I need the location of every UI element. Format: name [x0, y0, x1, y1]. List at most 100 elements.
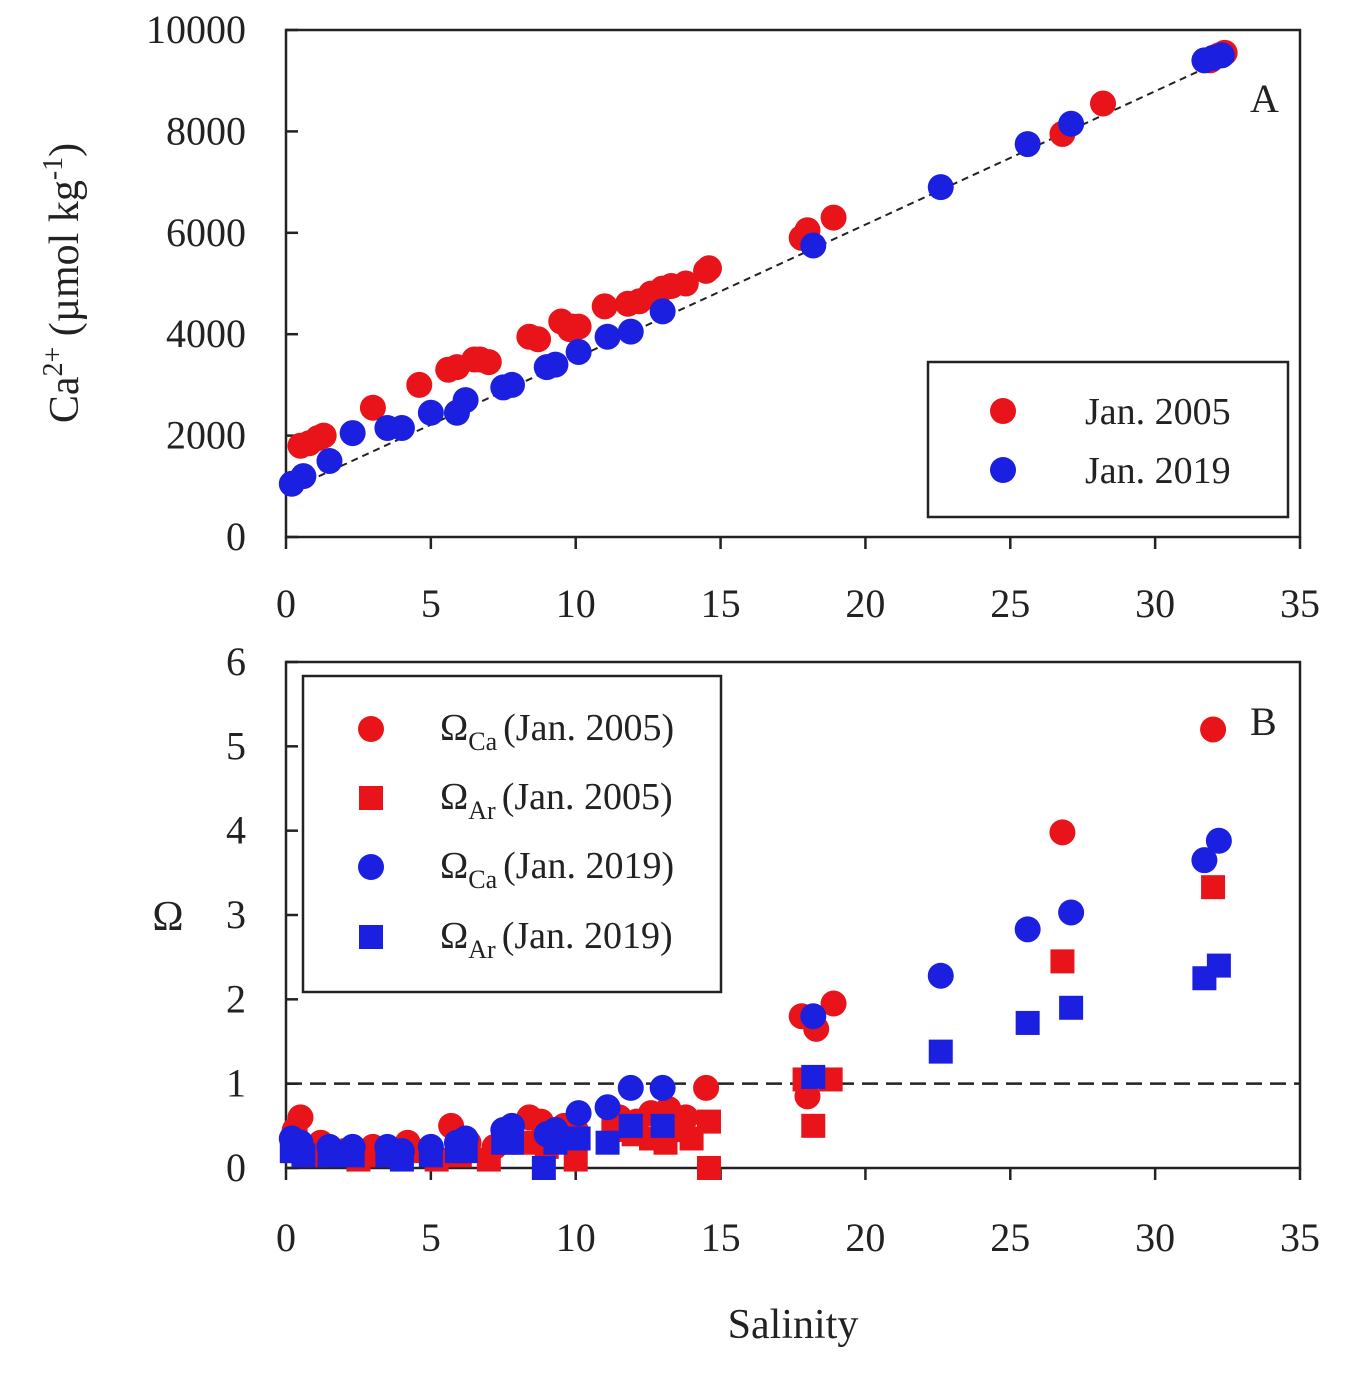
panel-b-y-tick-label: 3: [226, 892, 246, 937]
panel-b-point-series-1: [563, 1147, 588, 1172]
panel-a-point-series-0: [406, 371, 433, 398]
panel-b-point-series-3: [453, 1139, 478, 1164]
panel-a-x-tick-label: 35: [1280, 581, 1320, 626]
panel-b-y-ticks: 0 1 2 3 4 5 6: [226, 639, 298, 1190]
panel-b-point-series-3: [1059, 995, 1084, 1020]
legend-sub-ar-2005: Ar: [468, 796, 496, 825]
panel-a-point-series-0: [820, 204, 847, 231]
legend-marker-jan-2019: [990, 457, 1016, 483]
panel-b-x-tick-label: 35: [1280, 1215, 1320, 1260]
panel-b-y-tick-label: 1: [226, 1061, 246, 1106]
y-title-end: ): [42, 143, 88, 157]
legend-period-ar-2019: (Jan. 2019): [502, 915, 673, 957]
panel-b-x-tick-label: 10: [556, 1215, 596, 1260]
panel-b-point-series-2: [1191, 847, 1218, 874]
panel-b-point-series-1: [696, 1109, 721, 1134]
panel-b-point-series-2: [1058, 899, 1085, 926]
panel-b-point-series-0: [820, 990, 847, 1017]
panel-a-point-series-1: [1014, 131, 1041, 158]
panel-b-point-series-3: [418, 1143, 443, 1168]
panel-b-x-tick-label: 30: [1135, 1215, 1175, 1260]
panel-a-y-tick-label: 6000: [166, 210, 246, 255]
panel-a-point-series-0: [359, 394, 386, 421]
panel-a-point-series-0: [310, 422, 337, 449]
panel-b-point-series-3: [1206, 953, 1231, 978]
panel-b-y-tick-label: 0: [226, 1145, 246, 1190]
y-title-sup2: -1: [38, 157, 69, 180]
legend-label-omega-ca-2019: ΩCa (Jan. 2019): [440, 845, 674, 894]
panel-a-point-series-1: [339, 420, 366, 447]
omega-symbol: Ω: [440, 776, 468, 818]
panel-a-y-tick-label: 8000: [166, 108, 246, 153]
panel-b-point-series-3: [317, 1143, 342, 1168]
panel-a-point-series-0: [591, 293, 618, 320]
panel-a-point-series-0: [672, 270, 699, 297]
panel-a-point-series-1: [316, 447, 343, 474]
panel-a-point-series-0: [525, 326, 552, 353]
panel-b-point-series-2: [927, 962, 954, 989]
panel-b-point-series-3: [340, 1143, 365, 1168]
panel-a-point-series-1: [290, 463, 317, 490]
panel-b-point-series-3: [499, 1130, 524, 1155]
y-title-sup1: 2+: [38, 347, 69, 377]
panel-a-point-series-1: [542, 351, 569, 378]
panel-b-data-points: [278, 716, 1232, 1180]
panel-a-x-tick-label: 10: [556, 581, 596, 626]
omega-symbol: Ω: [440, 915, 468, 957]
y-title-mid: (µmol kg: [42, 180, 88, 347]
panel-a-point-series-1: [617, 318, 644, 345]
legend-sub-ca-2019: Ca: [468, 865, 497, 894]
legend-period-ar-2005: (Jan. 2005): [502, 776, 673, 818]
panel-a-fit-line: [285, 56, 1228, 493]
panel-a-y-ticks: 0 2000 4000 6000 8000 10000: [146, 7, 298, 559]
panel-b-point-series-2: [1205, 827, 1232, 854]
panel-b-y-axis-title: Ω: [152, 894, 183, 940]
panel-b-point-series-2: [617, 1074, 644, 1101]
panel-a-point-series-0: [695, 255, 722, 282]
legend-marker-omega-ar-2019: [359, 925, 383, 949]
legend-sub-ar-2019: Ar: [468, 935, 496, 964]
panel-b-point-series-1: [1201, 875, 1226, 900]
panel-a-point-series-1: [800, 232, 827, 259]
panel-b-y-tick-label: 5: [226, 723, 246, 768]
omega-symbol: Ω: [440, 707, 468, 749]
panel-b-point-series-2: [594, 1094, 621, 1121]
panel-a-point-series-0: [1089, 90, 1116, 117]
panel-b-legend: ΩCa (Jan. 2005) ΩAr (Jan. 2005) ΩCa (Jan. 2…: [301, 674, 723, 994]
y-title-base: Ca: [42, 376, 88, 423]
panel-a-data-points: [278, 39, 1238, 497]
panel-a-plot-frame: [284, 28, 1302, 539]
panel-a-x-ticks: 0 5 10 15 20 25 30 35: [276, 537, 1320, 626]
panel-a-point-series-1: [1208, 42, 1235, 69]
panel-b-point-series-3: [928, 1039, 953, 1064]
panel-a-point-series-0: [475, 349, 502, 376]
panel-a-fit-line-group: [285, 56, 1228, 493]
panel-a-y-axis-title: Ca2+ (µmol kg-1): [38, 143, 88, 423]
legend-label-jan-2019: Jan. 2019: [1085, 450, 1231, 492]
panel-b-point-series-0: [1049, 819, 1076, 846]
panel-a-legend-box: [926, 360, 1290, 519]
panel-a-x-tick-label: 0: [276, 581, 296, 626]
panel-b-point-series-1: [696, 1156, 721, 1180]
panel-b-point-series-2: [649, 1074, 676, 1101]
legend-period-ca-2019: (Jan. 2019): [503, 845, 674, 887]
panel-a-point-series-1: [498, 371, 525, 398]
panel-b-point-series-3: [291, 1143, 316, 1168]
panel-b-point-series-3: [566, 1126, 591, 1151]
panel-b-point-series-0: [693, 1074, 720, 1101]
panel-b-x-tick-label: 0: [276, 1215, 296, 1260]
legend-marker-jan-2005: [990, 398, 1016, 424]
panel-b-x-tick-label: 20: [845, 1215, 885, 1260]
panel-a-y-tick-label: 2000: [166, 413, 246, 458]
panel-a-point-series-1: [927, 174, 954, 201]
panel-a-x-tick-label: 20: [845, 581, 885, 626]
legend-label-omega-ar-2005: ΩAr (Jan. 2005): [440, 776, 673, 825]
panel-b-y-tick-label: 6: [226, 639, 246, 684]
panel-b-point-series-1: [1050, 949, 1075, 974]
panel-a-y-tick-label: 10000: [146, 7, 246, 52]
legend-label-jan-2005: Jan. 2005: [1085, 391, 1231, 433]
panel-b-point-series-3: [543, 1130, 568, 1155]
panel-b-point-series-0: [287, 1104, 314, 1131]
